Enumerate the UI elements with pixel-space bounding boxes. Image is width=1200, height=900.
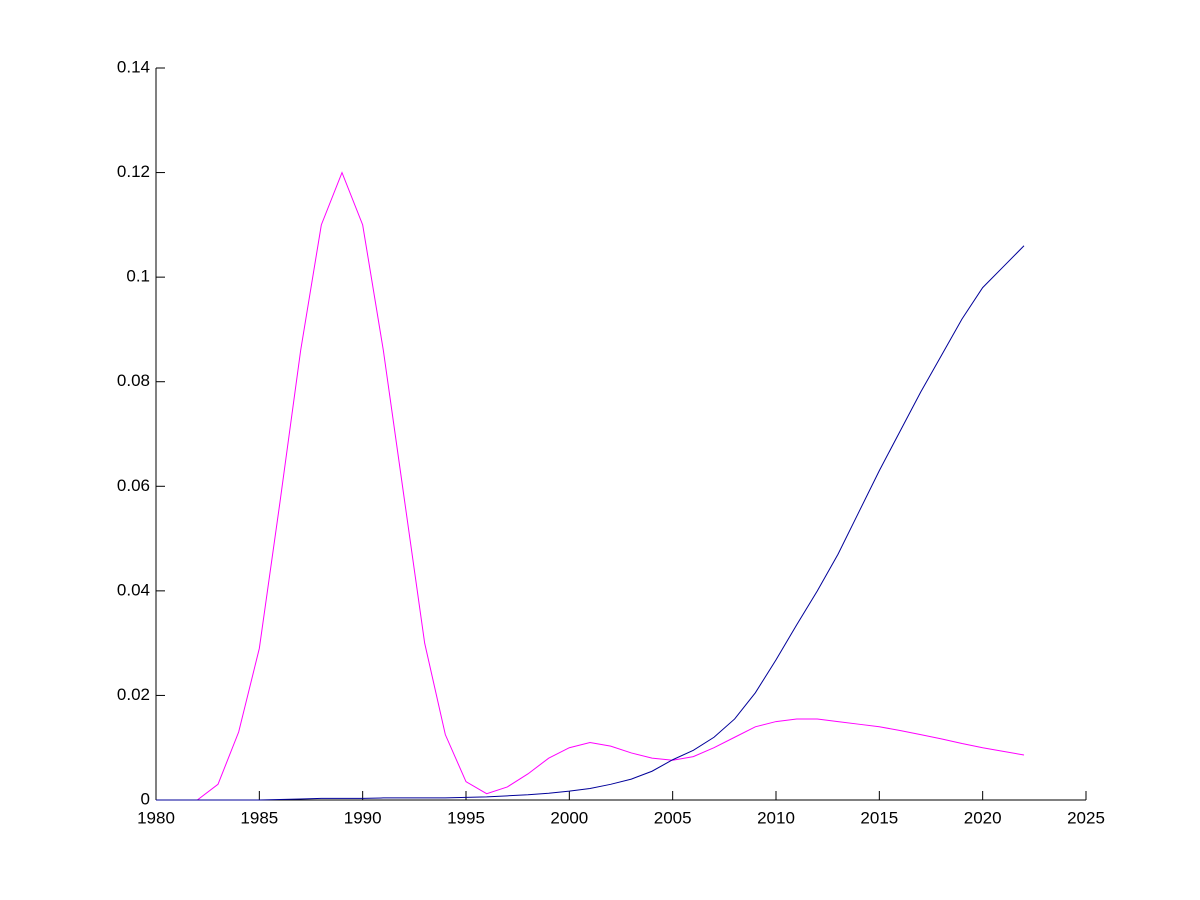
x-tick-label: 2010	[757, 808, 795, 827]
line-series	[156, 245, 1025, 801]
x-tick-label: 2000	[550, 808, 588, 827]
y-tick-label: 0	[141, 789, 150, 808]
y-tick-label: 0.12	[117, 162, 150, 181]
y-tick-label: 0.14	[117, 57, 150, 76]
x-tick-label: 2015	[860, 808, 898, 827]
x-tick-label: 2005	[654, 808, 692, 827]
y-tick-label: 0.06	[117, 476, 150, 495]
y-tick-label: 0.04	[117, 580, 150, 599]
x-tick-label: 1990	[344, 808, 382, 827]
x-tick-label: 1980	[137, 808, 175, 827]
y-tick-label: 0.1	[126, 267, 150, 286]
line-series	[156, 171, 1025, 801]
y-tick-label: 0.08	[117, 371, 150, 390]
x-tick-label: 1985	[240, 808, 278, 827]
x-tick-label: 1995	[447, 808, 485, 827]
x-tick-label: 2025	[1067, 808, 1105, 827]
y-tick-label: 0.02	[117, 685, 150, 704]
x-tick-label: 2020	[964, 808, 1002, 827]
